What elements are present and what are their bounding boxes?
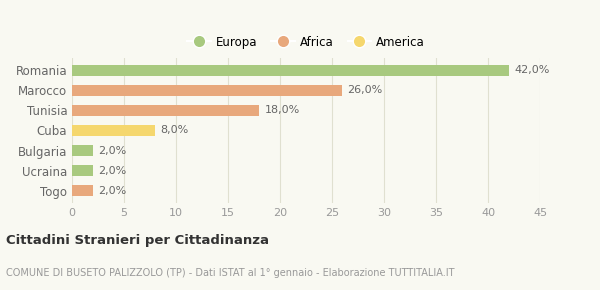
Bar (72, 145, 93, 156)
Bar (72, 105, 259, 116)
Text: Cittadini Stranieri per Cittadinanza: Cittadini Stranieri per Cittadinanza (6, 234, 269, 246)
Text: 2,0%: 2,0% (98, 146, 126, 156)
Legend: Europa, Africa, America: Europa, Africa, America (184, 32, 428, 52)
Bar (72, 125, 155, 136)
Bar (72, 185, 93, 196)
Bar (72, 85, 343, 96)
Text: COMUNE DI BUSETO PALIZZOLO (TP) - Dati ISTAT al 1° gennaio - Elaborazione TUTTIT: COMUNE DI BUSETO PALIZZOLO (TP) - Dati I… (6, 267, 455, 278)
Text: 18,0%: 18,0% (265, 105, 299, 115)
Bar (72, 165, 93, 176)
Bar (72, 65, 509, 76)
Text: 2,0%: 2,0% (98, 186, 126, 196)
Text: 42,0%: 42,0% (514, 65, 550, 75)
Text: 2,0%: 2,0% (98, 166, 126, 176)
Text: 26,0%: 26,0% (347, 85, 383, 95)
Text: 8,0%: 8,0% (160, 126, 188, 135)
